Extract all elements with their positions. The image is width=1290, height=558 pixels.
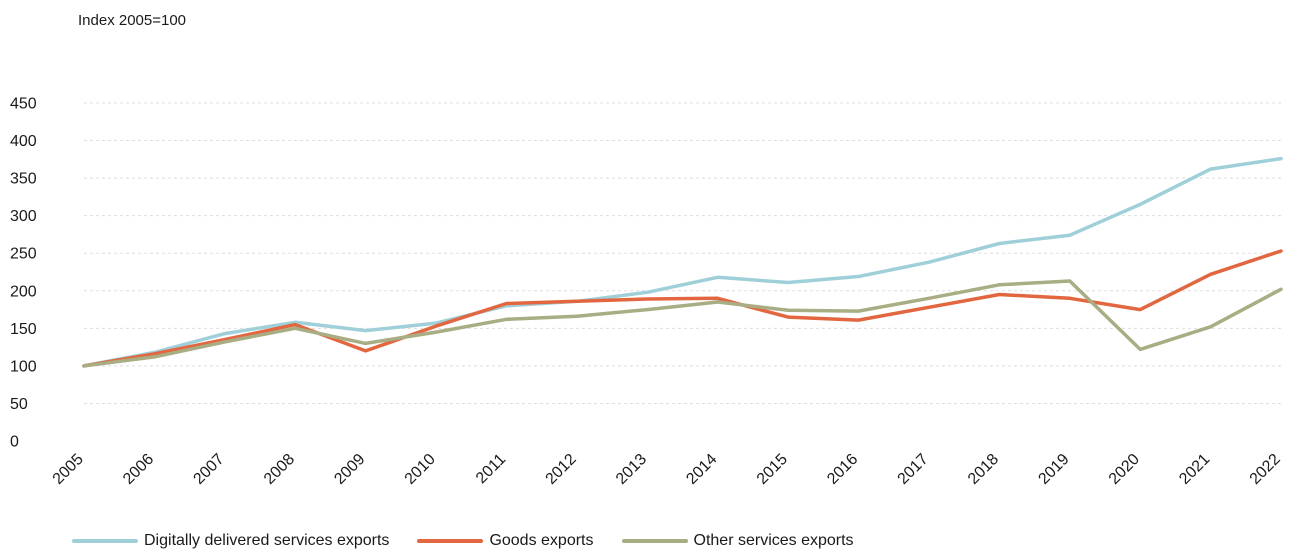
legend-label-digital: Digitally delivered services exports [144, 532, 390, 549]
data-point-digital-2018 [997, 241, 1001, 245]
x-tick-label-2005: 2005 [50, 451, 87, 488]
data-point-digital-2007 [223, 332, 227, 336]
series-line-goods [82, 249, 1283, 368]
x-tick-label-2008: 2008 [261, 451, 298, 488]
x-tick-label-2015: 2015 [754, 451, 791, 488]
data-point-other-2006 [152, 355, 156, 359]
data-point-digital-2014 [716, 275, 720, 279]
x-tick-label-2012: 2012 [543, 451, 580, 488]
x-tick-label-2007: 2007 [190, 451, 227, 488]
data-point-goods-2011 [504, 302, 508, 306]
data-point-goods-2022 [1279, 249, 1283, 253]
data-point-goods-2014 [716, 296, 720, 300]
y-tick-label-50: 50 [10, 396, 28, 413]
y-tick-label-300: 300 [10, 208, 37, 225]
y-axis-unit-label: Index 2005=100 [78, 12, 187, 29]
data-point-digital-2009 [364, 329, 368, 333]
data-point-other-2009 [364, 341, 368, 345]
data-point-digital-2022 [1279, 157, 1283, 161]
x-tick-label-2009: 2009 [331, 451, 368, 488]
legend: Digitally delivered services exports Goo… [72, 532, 882, 550]
x-tick-label-2013: 2013 [613, 451, 650, 488]
data-point-digital-2020 [1138, 202, 1142, 206]
data-point-goods-2010 [434, 324, 438, 328]
data-point-goods-2006 [152, 352, 156, 356]
x-tick-label-2006: 2006 [120, 451, 157, 488]
legend-label-other: Other services exports [693, 532, 854, 549]
data-point-digital-2015 [786, 281, 790, 285]
data-point-goods-2012 [575, 299, 579, 303]
x-tick-label-2016: 2016 [824, 451, 861, 488]
line-chart-plot: 0 50 100 150 200 250 300 350 400 450 2005 2006 2007 2… [10, 96, 1284, 488]
x-tick-label-2014: 2014 [683, 451, 720, 488]
data-point-goods-2017 [927, 305, 931, 309]
data-point-other-2022 [1279, 287, 1283, 291]
x-tick-label-2022: 2022 [1247, 451, 1284, 488]
x-tick-label-2019: 2019 [1035, 451, 1072, 488]
data-point-other-2016 [857, 309, 861, 313]
y-tick-label-200: 200 [10, 283, 37, 300]
x-tick-label-2020: 2020 [1106, 451, 1143, 488]
x-tick-label-2017: 2017 [895, 451, 932, 488]
data-point-other-2013 [645, 308, 649, 312]
data-point-goods-2009 [364, 349, 368, 353]
x-tick-label-2018: 2018 [965, 451, 1002, 488]
data-point-goods-2020 [1138, 308, 1142, 312]
data-point-goods-2021 [1209, 272, 1213, 276]
data-point-goods-2013 [645, 297, 649, 301]
data-point-digital-2019 [1068, 233, 1072, 237]
data-point-other-2017 [927, 296, 931, 300]
data-point-goods-2018 [997, 293, 1001, 297]
data-point-other-2012 [575, 314, 579, 318]
data-point-other-2010 [434, 330, 438, 334]
data-point-digital-2013 [645, 290, 649, 294]
y-tick-label-250: 250 [10, 246, 37, 263]
data-point-other-2015 [786, 308, 790, 312]
data-point-goods-2015 [786, 315, 790, 319]
y-tick-label-400: 400 [10, 133, 37, 150]
y-tick-label-450: 450 [10, 96, 37, 113]
data-point-other-2019 [1068, 279, 1072, 283]
legend-swatch-goods [417, 539, 484, 543]
x-tick-label-2011: 2011 [473, 451, 509, 487]
legend-item-other: Other services exports [621, 532, 854, 550]
data-point-goods-2008 [293, 323, 297, 327]
data-point-other-2018 [997, 283, 1001, 287]
legend-swatch-other [621, 539, 688, 543]
data-point-other-2011 [504, 317, 508, 321]
data-point-other-2014 [716, 300, 720, 304]
series-line-other [82, 279, 1283, 368]
data-point-other-2005 [82, 364, 86, 368]
y-tick-label-100: 100 [10, 358, 37, 375]
y-tick-label-0: 0 [10, 434, 19, 451]
legend-item-digital: Digitally delivered services exports [72, 532, 389, 550]
data-point-digital-2016 [857, 275, 861, 279]
legend-item-goods: Goods exports [417, 532, 594, 550]
legend-swatch-digital [72, 539, 138, 543]
series-line-digital [82, 156, 1283, 368]
data-point-other-2008 [293, 326, 297, 330]
x-tick-label-2010: 2010 [402, 451, 439, 488]
y-tick-label-150: 150 [10, 321, 37, 338]
data-point-goods-2019 [1068, 296, 1072, 300]
x-tick-label-2021: 2021 [1176, 451, 1213, 488]
data-point-digital-2021 [1209, 167, 1213, 171]
data-point-goods-2016 [857, 318, 861, 322]
data-point-digital-2010 [434, 321, 438, 325]
data-point-digital-2017 [927, 260, 931, 264]
data-point-other-2020 [1138, 347, 1142, 351]
data-point-other-2021 [1209, 325, 1213, 329]
data-point-other-2007 [223, 340, 227, 344]
y-tick-label-350: 350 [10, 171, 37, 188]
legend-label-goods: Goods exports [489, 532, 594, 549]
